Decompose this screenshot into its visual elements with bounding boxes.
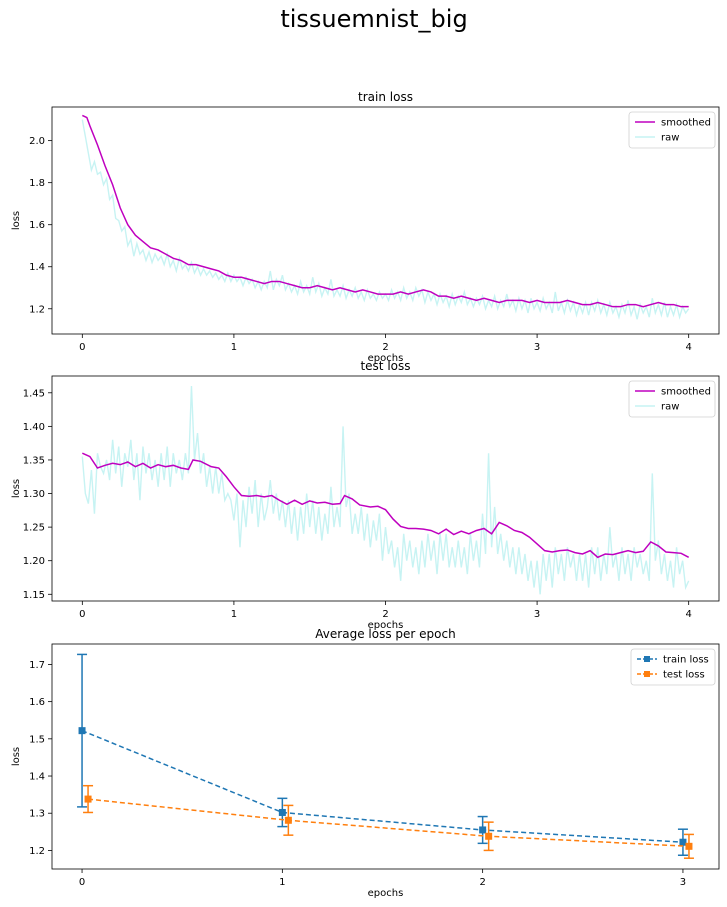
- point-test: [84, 795, 92, 803]
- y-axis-label: loss: [11, 211, 22, 230]
- y-tick-label: 1.2: [29, 304, 45, 315]
- legend-marker: [644, 656, 650, 662]
- series-line-train: [81, 729, 683, 843]
- y-tick-label: 1.40: [23, 422, 45, 433]
- y-tick-label: 1.25: [23, 523, 45, 534]
- y-tick-label: 1.8: [29, 178, 45, 189]
- y-tick-label: 1.2: [29, 846, 45, 857]
- y-tick-label: 2.0: [29, 136, 45, 147]
- plot-frame: [51, 643, 720, 870]
- series-line-raw: [81, 386, 690, 595]
- plot-area: [81, 114, 690, 320]
- plots-container: train loss 0 1 2 3 4 1.2 1.4 1.6 1.8 2.0 epochs loss…: [11, 90, 720, 899]
- x-tick-label: 4: [685, 609, 691, 620]
- plot-frame: [51, 375, 720, 602]
- x-tick-label: 1: [231, 342, 237, 353]
- point-test: [284, 816, 292, 824]
- x-tick-label: 4: [685, 342, 691, 353]
- x-axis-label: epochs: [368, 888, 404, 899]
- plot-frame: [51, 106, 720, 335]
- x-axis-label: epochs: [368, 353, 404, 364]
- plot-area: [77, 653, 694, 859]
- legend-box: [630, 648, 716, 686]
- y-tick-label: 1.4: [29, 262, 45, 273]
- legend-label: raw: [661, 133, 679, 144]
- y-tick-label: 1.7: [29, 660, 45, 671]
- figure-title: tissuemnist_big: [280, 5, 467, 33]
- x-tick-label: 2: [479, 877, 485, 888]
- point-train: [78, 727, 86, 735]
- y-tick-label: 1.20: [23, 556, 45, 567]
- legend-box: [628, 380, 716, 418]
- x-tick-label: 2: [382, 342, 388, 353]
- y-tick-label: 1.45: [23, 388, 45, 399]
- y-tick-label: 1.3: [29, 809, 45, 820]
- y-tick-label: 1.6: [29, 697, 45, 708]
- legend-label: test loss: [663, 670, 705, 681]
- point-test: [485, 832, 493, 840]
- x-tick-label: 3: [534, 609, 540, 620]
- chart-3: Average loss per epoch 0 1 2 3 1.2 1.3 1.4 1.5 1.…: [11, 627, 720, 899]
- y-tick-label: 1.35: [23, 455, 45, 466]
- chart-1: train loss 0 1 2 3 4 1.2 1.4 1.6 1.8 2.0 epochs loss…: [11, 90, 720, 364]
- series-line-raw: [81, 119, 690, 320]
- point-train: [479, 826, 487, 834]
- point-train: [679, 838, 687, 846]
- x-tick-label: 0: [79, 609, 85, 620]
- x-axis-label: epochs: [368, 620, 404, 631]
- y-tick-label: 1.30: [23, 489, 45, 500]
- x-tick-label: 3: [534, 342, 540, 353]
- y-tick-label: 1.15: [23, 590, 45, 601]
- x-tick-label: 2: [382, 609, 388, 620]
- x-tick-label: 3: [680, 877, 686, 888]
- legend-box: [628, 111, 716, 149]
- point-train: [278, 808, 286, 816]
- x-tick-label: 1: [279, 877, 285, 888]
- legend-label: smoothed: [661, 118, 711, 129]
- chart-title: train loss: [358, 90, 413, 104]
- chart-title: Average loss per epoch: [315, 627, 455, 641]
- y-tick-label: 1.5: [29, 734, 45, 745]
- chart-2: test loss 0 1 2 3 4 1.15 1.20 1.25 1.30 1.35 1.40 1.…: [11, 359, 720, 631]
- series-line-smoothed: [82, 452, 690, 559]
- y-tick-label: 1.6: [29, 220, 45, 231]
- legend-marker: [644, 671, 650, 677]
- x-tick-label: 0: [79, 877, 85, 888]
- series-line-smoothed: [82, 114, 689, 308]
- y-tick-label: 1.4: [29, 772, 45, 783]
- x-tick-label: 0: [79, 342, 85, 353]
- y-axis-label: loss: [11, 479, 22, 498]
- x-tick-label: 1: [231, 609, 237, 620]
- y-axis-label: loss: [11, 747, 22, 766]
- point-test: [685, 842, 693, 850]
- legend-label: raw: [661, 402, 679, 413]
- legend-label: smoothed: [661, 387, 711, 398]
- chart-title: test loss: [360, 359, 410, 373]
- series-line-test: [87, 798, 689, 848]
- plot-area: [81, 386, 690, 595]
- legend-label: train loss: [663, 655, 709, 666]
